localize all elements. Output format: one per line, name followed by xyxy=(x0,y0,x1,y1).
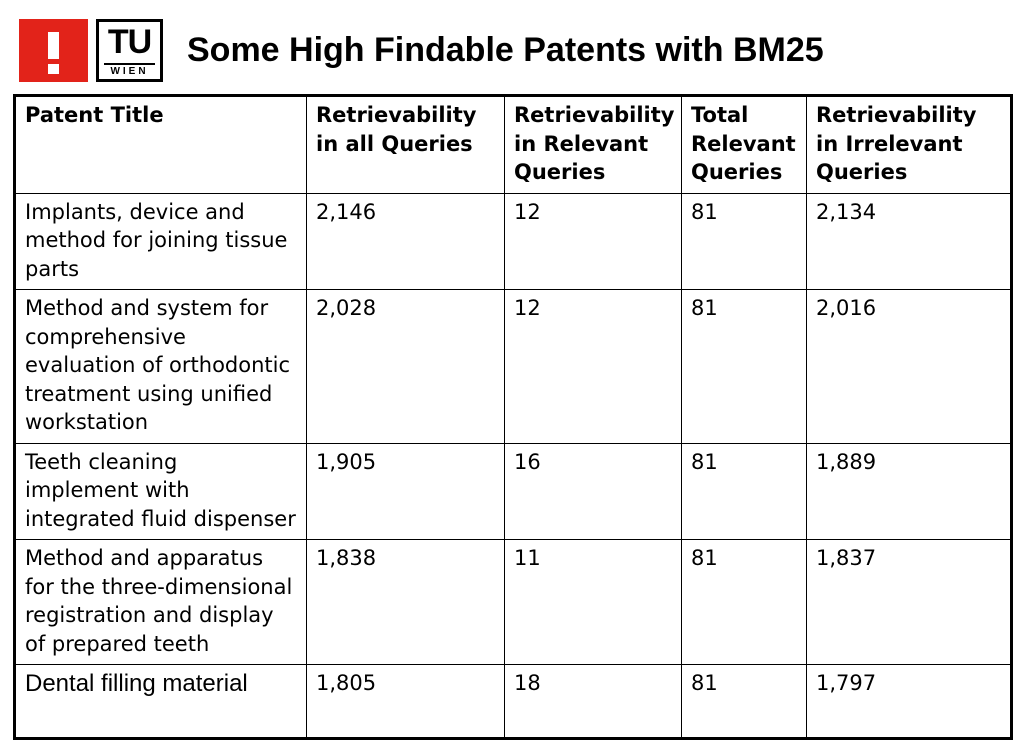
cell-patent-title: Method and system for comprehensive eval… xyxy=(14,289,307,444)
cell-total-relevant: 81 xyxy=(681,664,807,739)
cell-retrievability-relevant: 16 xyxy=(504,442,682,540)
cell-retrievability-all: 1,805 xyxy=(306,664,505,739)
cell-retrievability-relevant: 18 xyxy=(504,664,682,739)
table-row: Dental filling material 1,805 18 81 1,79… xyxy=(14,664,1012,739)
cell-patent-title: Implants, device and method for joining … xyxy=(14,192,307,290)
cell-total-relevant: 81 xyxy=(681,442,807,540)
cell-retrievability-all: 1,838 xyxy=(306,539,505,665)
cell-retrievability-relevant: 12 xyxy=(504,192,682,290)
table-row: Implants, device and method for joining … xyxy=(14,192,1012,290)
cell-retrievability-relevant: 12 xyxy=(504,289,682,444)
column-header-patent-title: Patent Title xyxy=(14,95,307,194)
cell-patent-title: Method and apparatus for the three-dimen… xyxy=(14,539,307,665)
cell-retrievability-irrelevant: 1,837 xyxy=(806,539,1012,665)
cell-retrievability-irrelevant: 2,134 xyxy=(806,192,1012,290)
cell-retrievability-all: 2,146 xyxy=(306,192,505,290)
logo-wien-text: WIEN xyxy=(110,66,149,77)
cell-patent-title: Teeth cleaning implement with integrated… xyxy=(14,442,307,540)
cell-total-relevant: 81 xyxy=(681,289,807,444)
cell-retrievability-irrelevant: 1,889 xyxy=(806,442,1012,540)
column-header-retrievability-irrelevant: Retrievability in Irrelevant Queries xyxy=(806,95,1012,194)
table-row: Teeth cleaning implement with integrated… xyxy=(14,442,1012,540)
cell-patent-title: Dental filling material xyxy=(14,664,307,739)
logo-tu-text: TU xyxy=(107,23,152,61)
tu-wien-logo: TU WIEN xyxy=(96,19,163,82)
university-red-logo xyxy=(19,19,88,82)
table-header-row: Patent Title Retrievability in all Queri… xyxy=(14,95,1012,194)
column-header-retrievability-relevant: Retrievability in Relevant Queries xyxy=(504,95,682,194)
patents-table: Patent Title Retrievability in all Queri… xyxy=(13,94,1013,740)
cell-retrievability-irrelevant: 2,016 xyxy=(806,289,1012,444)
table-row: Method and apparatus for the three-dimen… xyxy=(14,539,1012,665)
logo-divider xyxy=(104,63,155,65)
cell-retrievability-irrelevant: 1,797 xyxy=(806,664,1012,739)
cell-retrievability-relevant: 11 xyxy=(504,539,682,665)
column-header-retrievability-all: Retrievability in all Queries xyxy=(306,95,505,194)
cell-total-relevant: 81 xyxy=(681,192,807,290)
cell-retrievability-all: 2,028 xyxy=(306,289,505,444)
column-header-total-relevant: Total Relevant Queries xyxy=(681,95,807,194)
page-title: Some High Findable Patents with BM25 xyxy=(187,31,824,69)
cell-retrievability-all: 1,905 xyxy=(306,442,505,540)
table-row: Method and system for comprehensive eval… xyxy=(14,289,1012,444)
exclamation-icon-bar xyxy=(48,32,59,59)
cell-total-relevant: 81 xyxy=(681,539,807,665)
exclamation-icon-dot xyxy=(48,64,59,74)
